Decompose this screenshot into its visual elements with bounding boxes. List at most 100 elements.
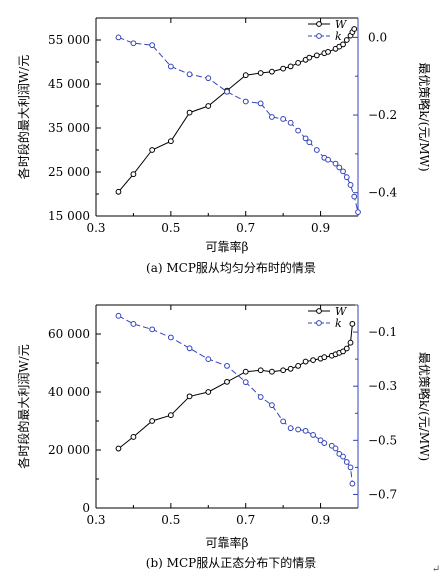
data-point-k: [325, 156, 331, 163]
chart-a-uniform: 0.3 0.5 0.7 0.9 15 000 25 000 35 000 45 000 55 0…: [16, 17, 432, 275]
data-point-w: [115, 188, 122, 195]
right-y-tick-label: −0.2: [368, 108, 397, 122]
data-point-k: [242, 98, 249, 105]
data-point-k: [347, 464, 354, 471]
data-point-k: [130, 40, 137, 47]
left-y-tick-label: 35 000: [48, 121, 90, 135]
data-point-k: [287, 425, 294, 432]
legend-marker-w: [316, 308, 322, 314]
data-point-k: [343, 174, 350, 181]
data-point-k: [205, 356, 212, 363]
data-point-k: [287, 119, 294, 126]
data-point-w: [347, 339, 354, 346]
data-point-w: [149, 418, 156, 424]
data-point-k: [313, 147, 320, 153]
legend-label-k: k: [335, 317, 342, 330]
series-w: [115, 320, 356, 452]
series-line-w: [118, 323, 353, 449]
series-k: [115, 34, 361, 216]
data-point-k: [321, 440, 328, 446]
data-point-w: [321, 354, 328, 361]
data-point-w: [167, 138, 174, 145]
legend-label-w: W: [335, 18, 348, 31]
left-y-tick-label: 20 000: [48, 443, 90, 457]
left-y-tick-label: 25 000: [48, 165, 90, 179]
data-point-k: [351, 193, 358, 200]
series-line-k: [118, 315, 353, 484]
legend-marker-w: [316, 21, 322, 27]
data-point-w: [343, 345, 350, 352]
data-point-w: [287, 365, 294, 372]
data-point-k: [257, 100, 264, 107]
x-tick-label: 0.7: [236, 513, 255, 527]
data-point-w: [340, 41, 346, 48]
data-point-k: [317, 437, 324, 444]
data-point-k: [332, 445, 339, 452]
right-y-axis-title: 最优策略k/(元/MW): [417, 62, 432, 171]
chart-caption: (b) MCP服从正态分布下的情景: [146, 555, 316, 570]
data-point-k: [355, 209, 361, 216]
data-point-w: [205, 103, 212, 109]
data-point-k: [332, 160, 339, 167]
data-point-k: [280, 418, 287, 425]
x-tick-label: 0.9: [311, 221, 330, 235]
right-y-axis-title: 最优策略k/(元/MW): [417, 352, 432, 461]
data-point-w: [349, 320, 356, 327]
data-point-k: [349, 480, 356, 487]
x-tick-label: 0.9: [311, 513, 330, 527]
x-tick-label: 0.7: [236, 221, 255, 235]
data-point-k: [336, 164, 343, 171]
x-axis-title: 可靠率β: [206, 239, 249, 254]
data-point-w: [205, 389, 212, 395]
legend-marker-k: [316, 33, 322, 39]
legend-label-w: W: [335, 305, 348, 318]
left-y-axis-title: 各时段的最大利润W/元: [16, 344, 31, 468]
left-y-tick-label: 60 000: [48, 327, 90, 341]
data-point-w: [269, 368, 275, 375]
data-point-w: [257, 70, 264, 76]
data-point-k: [280, 116, 287, 122]
left-y-tick-label: 0: [82, 501, 90, 515]
data-point-w: [310, 357, 316, 364]
right-y-tick-label: −0.5: [368, 433, 397, 447]
data-point-w: [295, 59, 302, 66]
data-point-k: [257, 394, 264, 400]
legend: Wk: [308, 18, 348, 43]
x-tick-label: 0.3: [86, 221, 105, 235]
series-k: [115, 312, 356, 487]
chart-caption: (a) MCP服从均匀分布时的情景: [146, 260, 316, 275]
data-point-w: [280, 65, 287, 72]
data-point-w: [186, 393, 193, 400]
data-point-w: [257, 367, 264, 374]
data-point-k: [205, 75, 212, 82]
legend-label-k: k: [335, 30, 342, 43]
data-point-k: [149, 326, 156, 333]
chart-b-normal: 0.3 0.5 0.7 0.9 0 20 000 40 000 60 000 −0.1 −0.3 −…: [16, 304, 432, 570]
data-point-k: [269, 114, 275, 120]
data-point-k: [306, 139, 313, 146]
data-point-w: [343, 37, 350, 43]
left-y-tick-label: 40 000: [48, 385, 90, 399]
data-point-w: [325, 48, 331, 55]
data-point-k: [115, 34, 122, 41]
data-point-w: [287, 63, 294, 70]
legend-marker-k: [316, 320, 322, 326]
right-y-tick-label: −0.4: [368, 186, 398, 200]
data-point-w: [351, 26, 358, 32]
data-point-k: [167, 334, 174, 341]
x-axis-title: 可靠率β: [206, 535, 249, 550]
data-point-k: [295, 426, 302, 433]
data-point-k: [302, 135, 309, 142]
right-y-tick-label: 0.0: [368, 30, 387, 44]
data-point-k: [302, 427, 309, 434]
data-point-w: [130, 171, 137, 178]
data-point-w: [167, 412, 174, 419]
left-y-tick-label: 45 000: [48, 77, 90, 91]
data-point-k: [295, 127, 302, 134]
data-point-k: [224, 88, 230, 95]
x-tick-label: 0.5: [161, 513, 180, 527]
data-point-k: [167, 63, 174, 70]
data-point-k: [269, 402, 275, 409]
data-point-k: [347, 182, 354, 188]
data-point-w: [242, 72, 249, 79]
